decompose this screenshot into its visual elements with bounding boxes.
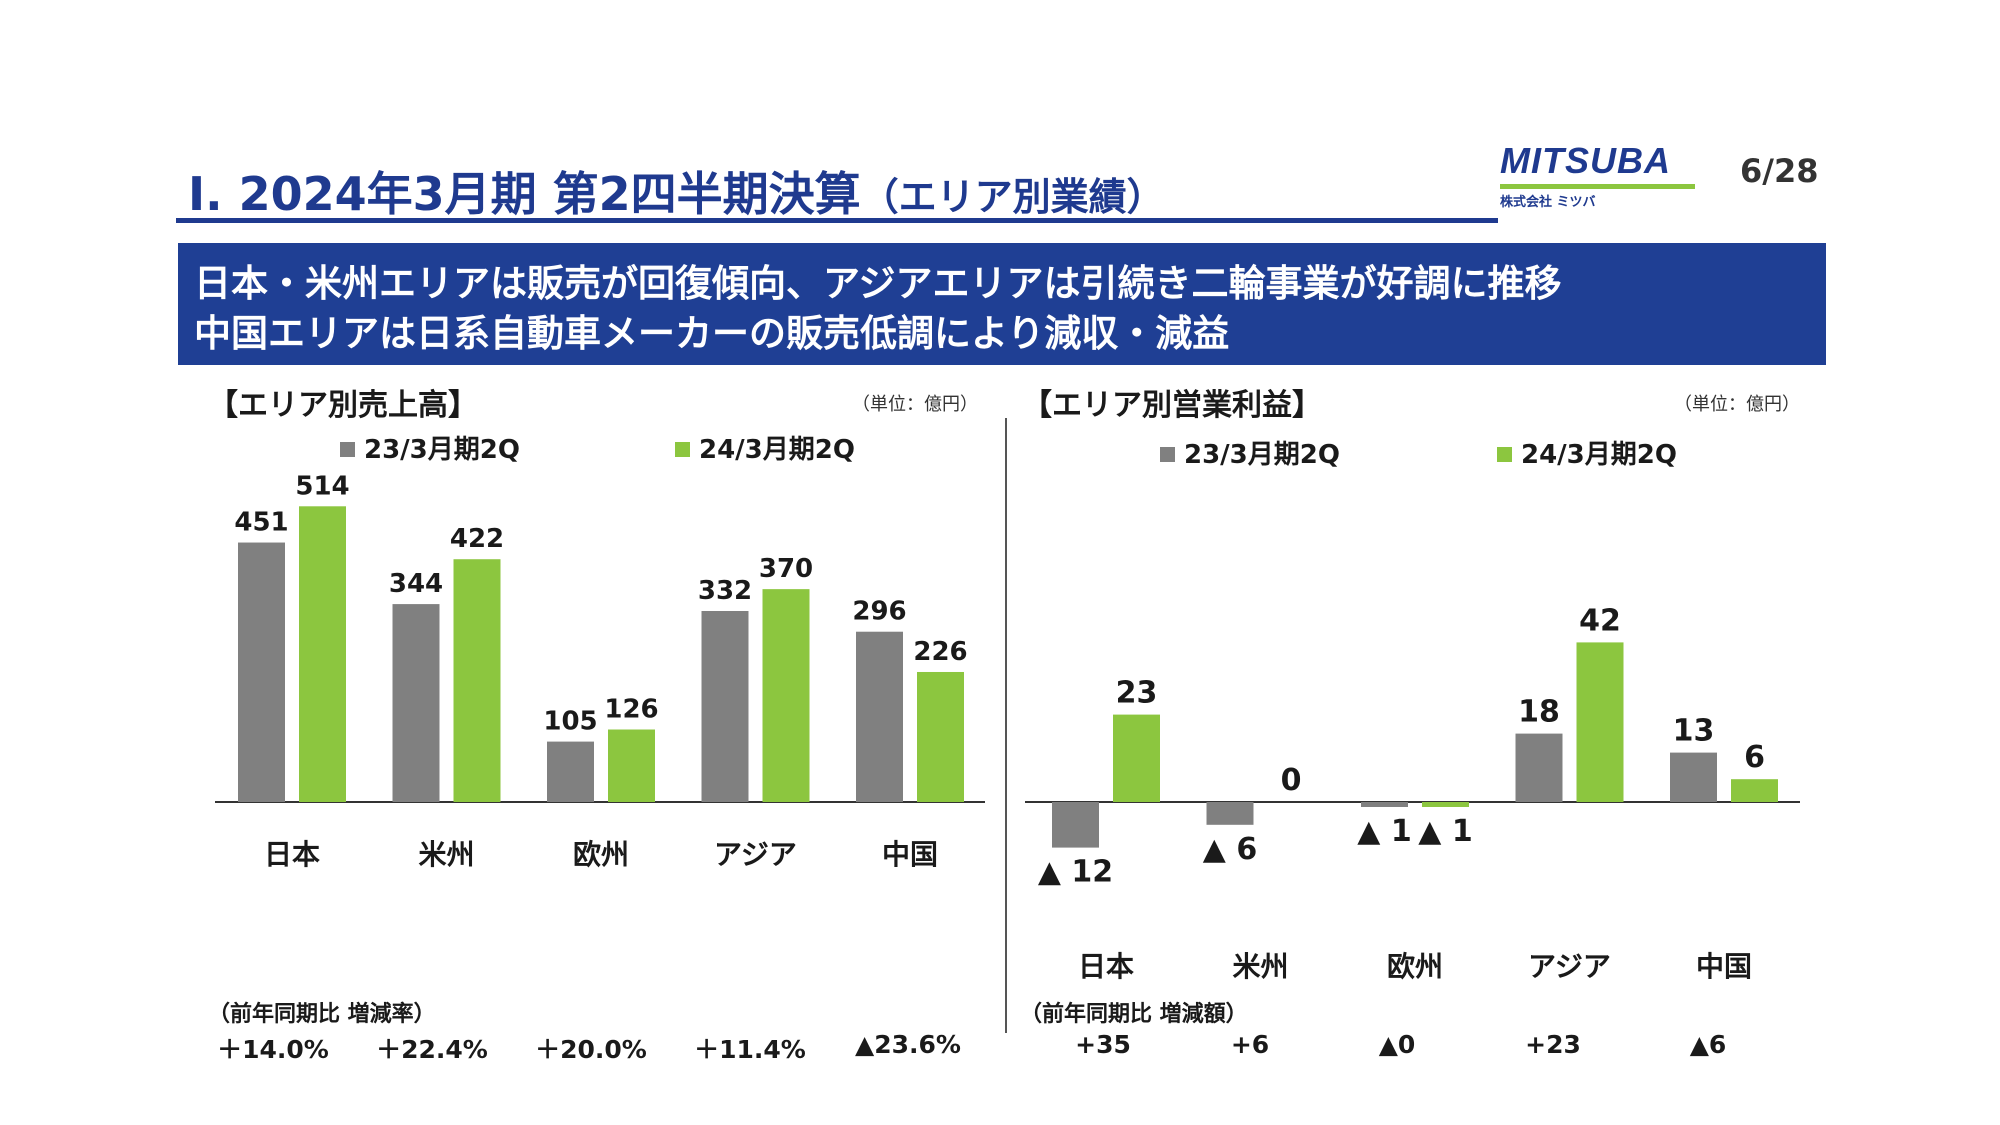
sales-label-china-s1: 296 bbox=[852, 597, 906, 627]
sales-change-china: ▲23.6% bbox=[855, 1030, 961, 1059]
logo-underline bbox=[1500, 184, 1695, 189]
sales-category-asia: アジア bbox=[714, 838, 797, 871]
sales-label-china-s2: 226 bbox=[913, 637, 967, 667]
sales-category-americas: 米州 bbox=[418, 838, 474, 871]
sales-category-japan: 日本 bbox=[264, 838, 320, 871]
sales-bar-asia-s2 bbox=[762, 589, 810, 802]
profit-label-europe-s1: ▲ 1 bbox=[1357, 814, 1411, 849]
profit-category-europe: 欧州 bbox=[1387, 950, 1443, 983]
profit-label-china-s2: 6 bbox=[1744, 740, 1765, 775]
sales-bar-china-s1 bbox=[856, 631, 903, 802]
sales-bar-japan-s2 bbox=[299, 506, 346, 802]
sales-label-asia-s1: 332 bbox=[698, 576, 752, 606]
sales-change-americas: ＋22.4% bbox=[376, 1035, 488, 1064]
sales-change-asia: ＋11.4% bbox=[694, 1035, 806, 1064]
sales-label-japan-s1: 451 bbox=[234, 508, 288, 538]
sales-bar-americas-s2 bbox=[453, 559, 501, 802]
profit-change-europe: ▲0 bbox=[1378, 1030, 1416, 1059]
banner-line-1: 日本・米州エリアは販売が回復傾向、アジアエリアは引続き二輪事業が好調に推移 bbox=[194, 262, 1562, 305]
profit-bar-americas-s1 bbox=[1206, 802, 1254, 825]
profit-bar-asia-s1 bbox=[1515, 733, 1563, 802]
profit-change-americas: +6 bbox=[1230, 1030, 1270, 1059]
sales-bar-asia-s1 bbox=[701, 611, 749, 802]
profit-bar-china-s2 bbox=[1731, 779, 1778, 802]
sales-label-americas-s2: 422 bbox=[450, 524, 504, 554]
profit-legend-swatch-1 bbox=[1160, 447, 1175, 462]
company-logo: MITSUBA 株式会社 ミツバ bbox=[1500, 140, 1700, 210]
profit-label-americas-s1: ▲ 6 bbox=[1203, 832, 1257, 867]
title-sub: （エリア別業績） bbox=[860, 175, 1165, 219]
sales-change-japan: ＋14.0% bbox=[217, 1035, 329, 1064]
profit-change-japan: +35 bbox=[1075, 1030, 1131, 1059]
profit-category-japan: 日本 bbox=[1078, 950, 1134, 983]
profit-legend-label-1: 23/3月期2Q bbox=[1184, 440, 1340, 470]
profit-bar-asia-s2 bbox=[1576, 642, 1624, 802]
profit-bar-europe-s1 bbox=[1361, 802, 1408, 807]
sales-bar-japan-s1 bbox=[238, 542, 285, 802]
sales-label-asia-s2: 370 bbox=[759, 554, 813, 584]
sales-bar-europe-s2 bbox=[608, 729, 655, 802]
sales-category-china: 中国 bbox=[882, 838, 938, 871]
profit-category-china: 中国 bbox=[1696, 950, 1752, 983]
profit-bar-china-s1 bbox=[1670, 752, 1717, 802]
sales-bar-europe-s1 bbox=[547, 741, 594, 802]
profit-label-japan-s2: 23 bbox=[1116, 676, 1158, 711]
profit-label-japan-s1: ▲ 12 bbox=[1038, 855, 1113, 890]
sales-change-europe: ＋20.0% bbox=[535, 1035, 647, 1064]
profit-label-asia-s2: 42 bbox=[1579, 603, 1621, 638]
profit-label-asia-s1: 18 bbox=[1518, 695, 1560, 730]
chart-divider bbox=[1005, 418, 1007, 1033]
logo-subtext: 株式会社 ミツバ bbox=[1500, 195, 1596, 210]
page-number: 6/28 bbox=[1740, 152, 1819, 190]
profit-bar-europe-s2 bbox=[1422, 802, 1469, 807]
sales-label-japan-s2: 514 bbox=[295, 471, 349, 501]
profit-label-americas-s2: 0 bbox=[1281, 763, 1302, 798]
sales-label-europe-s1: 105 bbox=[543, 707, 597, 737]
sales-legend-label-2: 24/3月期2Q bbox=[699, 435, 855, 465]
logo-wordmark: MITSUBA bbox=[1500, 140, 1671, 181]
profit-legend-swatch-2 bbox=[1497, 447, 1512, 462]
summary-banner: 日本・米州エリアは販売が回復傾向、アジアエリアは引続き二輪事業が好調に推移 中国… bbox=[178, 243, 1826, 365]
sales-label-europe-s2: 126 bbox=[604, 695, 658, 725]
title-main: Ⅰ. 2024年3月期 第2四半期決算 bbox=[188, 167, 861, 221]
sales-bar-china-s2 bbox=[917, 671, 964, 802]
title-underline bbox=[176, 218, 1498, 223]
profit-bar-japan-s2 bbox=[1113, 714, 1160, 802]
profit-legend-label-2: 24/3月期2Q bbox=[1521, 440, 1677, 470]
banner-line-2: 中国エリアは日系自動車メーカーの販売低調により減収・減益 bbox=[194, 312, 1230, 355]
sales-legend-label-1: 23/3月期2Q bbox=[364, 435, 520, 465]
sales-unit: （単位：億円） bbox=[852, 394, 978, 415]
profit-unit: （単位：億円） bbox=[1674, 394, 1800, 415]
profit-bar-japan-s1 bbox=[1052, 802, 1099, 848]
profit-section-title: 【エリア別営業利益】 bbox=[1022, 388, 1322, 423]
profit-change-asia: +23 bbox=[1525, 1030, 1581, 1059]
profit-label-china-s1: 13 bbox=[1673, 714, 1715, 749]
sales-section-title: 【エリア別売上高】 bbox=[208, 388, 478, 423]
profit-category-asia: アジア bbox=[1528, 950, 1611, 983]
page-title: Ⅰ. 2024年3月期 第2四半期決算（エリア別業績） bbox=[188, 158, 1165, 224]
profit-footer-label: （前年同期比 増減額） bbox=[1020, 1002, 1248, 1027]
sales-bar-americas-s1 bbox=[392, 604, 440, 802]
sales-legend-swatch-1 bbox=[340, 442, 355, 457]
sales-footer-label: （前年同期比 増減率） bbox=[208, 1002, 436, 1027]
profit-label-europe-s2: ▲ 1 bbox=[1418, 814, 1472, 849]
sales-category-europe: 欧州 bbox=[573, 838, 629, 871]
sales-label-americas-s1: 344 bbox=[389, 569, 443, 599]
sales-legend-swatch-2 bbox=[675, 442, 690, 457]
profit-change-china: ▲6 bbox=[1689, 1030, 1727, 1059]
profit-category-americas: 米州 bbox=[1232, 950, 1288, 983]
